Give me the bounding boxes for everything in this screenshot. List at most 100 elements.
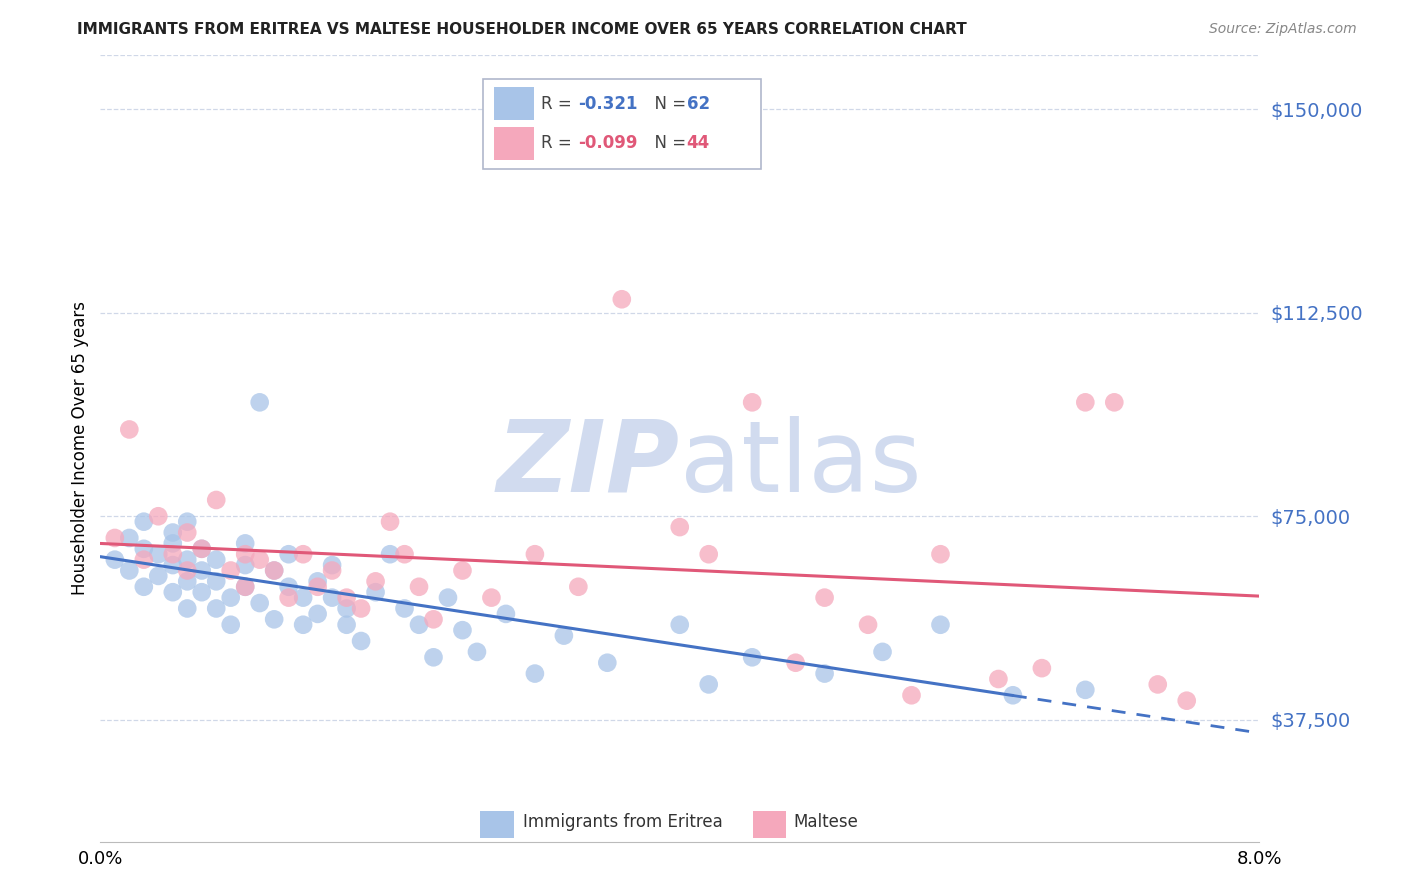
Point xyxy=(292,547,315,561)
Point xyxy=(148,547,170,561)
Point xyxy=(263,564,285,578)
Point xyxy=(408,580,430,594)
Point xyxy=(118,564,141,578)
Point xyxy=(567,580,589,594)
Point xyxy=(132,515,155,529)
Y-axis label: Householder Income Over 65 years: Householder Income Over 65 years xyxy=(72,301,89,596)
Point xyxy=(321,591,343,605)
Point xyxy=(321,558,343,572)
Point xyxy=(437,591,460,605)
Point xyxy=(307,574,329,589)
Point xyxy=(1074,682,1097,697)
Point xyxy=(104,531,127,545)
Point xyxy=(697,677,720,691)
Point xyxy=(176,601,198,615)
Point xyxy=(394,601,416,615)
Point xyxy=(104,552,127,566)
Point xyxy=(336,617,359,632)
Point xyxy=(451,564,474,578)
FancyBboxPatch shape xyxy=(752,811,786,838)
Point xyxy=(1031,661,1053,675)
Point xyxy=(132,552,155,566)
Text: -0.099: -0.099 xyxy=(578,134,637,153)
Point xyxy=(176,552,198,566)
Point xyxy=(481,591,503,605)
Text: Source: ZipAtlas.com: Source: ZipAtlas.com xyxy=(1209,22,1357,37)
Point xyxy=(872,645,894,659)
Point xyxy=(148,509,170,524)
Point xyxy=(205,574,228,589)
Text: Immigrants from Eritrea: Immigrants from Eritrea xyxy=(523,814,723,831)
Point xyxy=(176,515,198,529)
Point xyxy=(249,395,271,409)
Point xyxy=(350,634,373,648)
Point xyxy=(162,536,184,550)
Point xyxy=(336,601,359,615)
Point xyxy=(1175,694,1198,708)
Point xyxy=(668,617,690,632)
Point xyxy=(219,591,242,605)
Point xyxy=(292,617,315,632)
Point xyxy=(219,617,242,632)
Point xyxy=(610,292,633,306)
Point xyxy=(1074,395,1097,409)
Point xyxy=(378,515,401,529)
Point xyxy=(190,541,212,556)
Text: N =: N = xyxy=(644,95,692,113)
Point xyxy=(929,617,952,632)
FancyBboxPatch shape xyxy=(482,78,761,169)
Point xyxy=(190,564,212,578)
FancyBboxPatch shape xyxy=(495,127,534,160)
Point xyxy=(307,607,329,621)
Point xyxy=(277,580,299,594)
Point xyxy=(132,541,155,556)
Text: R =: R = xyxy=(541,134,576,153)
Point xyxy=(364,585,387,599)
Point xyxy=(394,547,416,561)
FancyBboxPatch shape xyxy=(495,87,534,120)
Point xyxy=(176,564,198,578)
Point xyxy=(233,547,256,561)
Point xyxy=(277,591,299,605)
Point xyxy=(307,580,329,594)
Point xyxy=(785,656,807,670)
Point xyxy=(205,552,228,566)
Text: N =: N = xyxy=(644,134,692,153)
Point xyxy=(162,558,184,572)
Point xyxy=(596,656,619,670)
Point xyxy=(422,612,444,626)
Point xyxy=(292,591,315,605)
Point xyxy=(190,585,212,599)
Point xyxy=(523,547,546,561)
Point xyxy=(219,564,242,578)
Point xyxy=(249,552,271,566)
Point xyxy=(1104,395,1126,409)
Point xyxy=(741,395,763,409)
Point xyxy=(249,596,271,610)
Point xyxy=(813,666,835,681)
Point xyxy=(495,607,517,621)
Point xyxy=(900,688,922,702)
Point xyxy=(523,666,546,681)
Text: IMMIGRANTS FROM ERITREA VS MALTESE HOUSEHOLDER INCOME OVER 65 YEARS CORRELATION : IMMIGRANTS FROM ERITREA VS MALTESE HOUSE… xyxy=(77,22,967,37)
Point xyxy=(408,617,430,632)
Point xyxy=(321,564,343,578)
Point xyxy=(176,574,198,589)
Point xyxy=(668,520,690,534)
Text: Maltese: Maltese xyxy=(793,814,858,831)
Point xyxy=(451,623,474,637)
Text: 62: 62 xyxy=(686,95,710,113)
Point xyxy=(378,547,401,561)
Point xyxy=(190,541,212,556)
Point xyxy=(813,591,835,605)
Point xyxy=(263,564,285,578)
Point xyxy=(364,574,387,589)
Point xyxy=(162,585,184,599)
Point xyxy=(118,422,141,436)
Point xyxy=(205,493,228,508)
Text: 44: 44 xyxy=(686,134,710,153)
Point xyxy=(553,629,575,643)
Point xyxy=(118,531,141,545)
Point xyxy=(233,536,256,550)
Point xyxy=(741,650,763,665)
